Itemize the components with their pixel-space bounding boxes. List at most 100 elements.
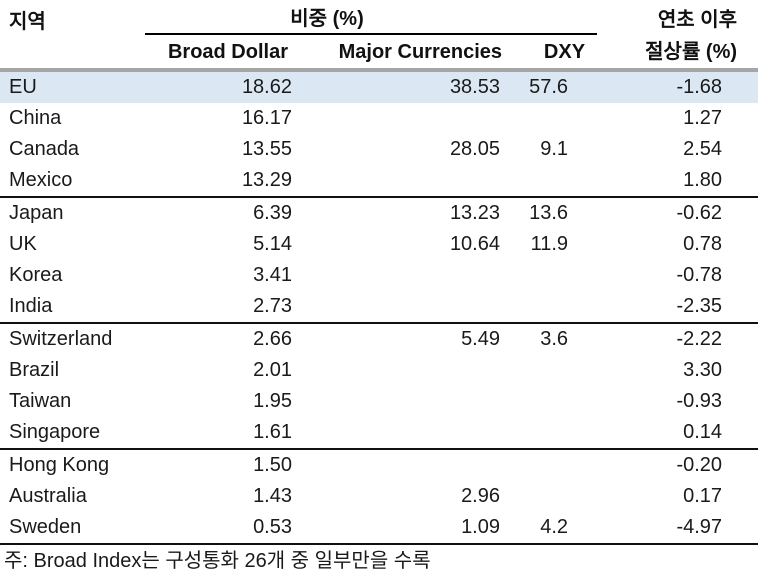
cell-ytd-change: 0.14 [683, 421, 723, 443]
cell-broad-dollar: 2.73 [253, 295, 292, 317]
cell-ytd-change: 0.78 [683, 233, 723, 255]
column-header-ytd-line2: 절상률 (%) [597, 34, 758, 72]
cell-region: Australia [9, 485, 87, 507]
cell-region: UK [9, 233, 37, 255]
cell-ytd-change: -2.22 [597, 322, 758, 355]
cell-region: India [9, 295, 53, 317]
cell-dxy [509, 448, 598, 481]
cell-dxy [509, 481, 597, 512]
cell-major-currencies: 28.05 [449, 138, 500, 160]
cell-dxy [509, 355, 597, 386]
table-row: EU 18.62 38.53 57.6 -1.68 [0, 70, 758, 103]
currency-weight-table: 지역 비중 (%) 연초 이후 Broad Dollar Major Curre… [0, 2, 758, 545]
cell-broad-dollar: 1.50 [145, 448, 306, 481]
column-header-dxy: DXY [509, 34, 598, 72]
column-group-header-weight: 비중 (%) [145, 2, 598, 35]
cell-major-currencies [306, 417, 509, 449]
cell-dxy [509, 103, 597, 134]
table-row: Japan 6.39 13.23 13.6 -0.62 [0, 196, 758, 229]
table-row: Brazil 2.01 3.30 [0, 355, 758, 386]
cell-broad-dollar: 2.01 [253, 359, 292, 381]
table-row: Korea 3.41 -0.78 [0, 260, 758, 291]
cell-major-currencies: 2.96 [461, 485, 500, 507]
cell-broad-dollar: 18.62 [145, 70, 306, 103]
cell-region: Taiwan [9, 390, 72, 412]
cell-dxy [509, 386, 597, 417]
cell-region: Sweden [0, 512, 145, 545]
cell-major-currencies: 10.64 [449, 233, 500, 255]
cell-major-currencies [306, 386, 509, 417]
cell-broad-dollar: 5.14 [253, 233, 292, 255]
cell-broad-dollar: 13.55 [241, 138, 292, 160]
cell-major-currencies [306, 355, 509, 386]
cell-major-currencies [306, 165, 509, 197]
cell-broad-dollar: 2.66 [145, 322, 306, 355]
cell-ytd-change: 3.30 [683, 359, 723, 381]
cell-ytd-change: -0.93 [676, 390, 723, 412]
cell-ytd-change: -2.35 [676, 295, 723, 317]
cell-region: Hong Kong [0, 448, 145, 481]
table-row: Mexico 13.29 1.80 [0, 165, 758, 197]
cell-dxy: 11.9 [530, 233, 569, 255]
cell-ytd-change: 1.80 [683, 169, 723, 191]
cell-ytd-change: 0.17 [683, 485, 723, 507]
cell-major-currencies: 5.49 [306, 322, 509, 355]
table-footnote: 주: Broad Index는 구성통화 26개 중 일부만을 수록 [4, 550, 431, 572]
cell-broad-dollar: 13.29 [241, 169, 292, 191]
table-header: 지역 비중 (%) 연초 이후 Broad Dollar Major Curre… [0, 2, 758, 72]
cell-major-currencies [306, 103, 509, 134]
cell-dxy: 3.6 [509, 322, 598, 355]
cell-dxy: 4.2 [509, 512, 598, 545]
cell-ytd-change: -4.97 [597, 512, 758, 545]
cell-major-currencies [306, 291, 509, 323]
table-row: India 2.73 -2.35 [0, 291, 758, 323]
cell-broad-dollar: 6.39 [145, 196, 306, 229]
cell-major-currencies: 1.09 [306, 512, 509, 545]
table-row: UK 5.14 10.64 11.9 0.78 [0, 229, 758, 260]
table-body: EU 18.62 38.53 57.6 -1.68 China 16.17 1.27 Canad… [0, 70, 758, 545]
cell-broad-dollar: 1.95 [253, 390, 292, 412]
cell-ytd-change: -0.78 [676, 264, 723, 286]
cell-region: China [9, 107, 62, 129]
cell-region: Singapore [9, 421, 101, 443]
cell-dxy [509, 291, 597, 323]
cell-region: Switzerland [0, 322, 145, 355]
header-row-2: Broad Dollar Major Currencies DXY 절상률 (%… [0, 34, 758, 72]
table-row: Sweden 0.53 1.09 4.2 -4.97 [0, 512, 758, 545]
cell-region: Brazil [9, 359, 60, 381]
cell-major-currencies: 13.23 [306, 196, 509, 229]
cell-ytd-change: -0.20 [597, 448, 758, 481]
table-row: Switzerland 2.66 5.49 3.6 -2.22 [0, 322, 758, 355]
cell-dxy [509, 165, 597, 197]
cell-broad-dollar: 1.61 [253, 421, 292, 443]
cell-major-currencies: 38.53 [306, 70, 509, 103]
column-header-region: 지역 [0, 2, 145, 72]
cell-broad-dollar: 3.41 [253, 264, 292, 286]
table-row: Taiwan 1.95 -0.93 [0, 386, 758, 417]
column-header-broad-dollar: Broad Dollar [145, 34, 306, 72]
cell-ytd-change: 1.27 [683, 107, 723, 129]
column-header-major-currencies: Major Currencies [306, 34, 509, 72]
cell-region: Mexico [9, 169, 73, 191]
cell-region: Japan [0, 196, 145, 229]
table-row: Singapore 1.61 0.14 [0, 417, 758, 449]
cell-region: Korea [9, 264, 63, 286]
header-row-1: 지역 비중 (%) 연초 이후 [0, 2, 758, 72]
cell-dxy: 13.6 [509, 196, 598, 229]
cell-broad-dollar: 16.17 [241, 107, 292, 129]
table-row: Australia 1.43 2.96 0.17 [0, 481, 758, 512]
cell-dxy [509, 417, 597, 449]
table-row: Canada 13.55 28.05 9.1 2.54 [0, 134, 758, 165]
cell-region: Canada [9, 138, 80, 160]
cell-dxy: 9.1 [540, 138, 569, 160]
table-row: Hong Kong 1.50 -0.20 [0, 448, 758, 481]
cell-dxy: 57.6 [509, 70, 598, 103]
cell-dxy [509, 260, 597, 291]
cell-region: EU [0, 70, 145, 103]
column-header-ytd-line1: 연초 이후 [657, 9, 738, 31]
cell-major-currencies [306, 260, 509, 291]
cell-ytd-change: 2.54 [683, 138, 723, 160]
cell-broad-dollar: 0.53 [145, 512, 306, 545]
cell-ytd-change: -1.68 [597, 70, 758, 103]
